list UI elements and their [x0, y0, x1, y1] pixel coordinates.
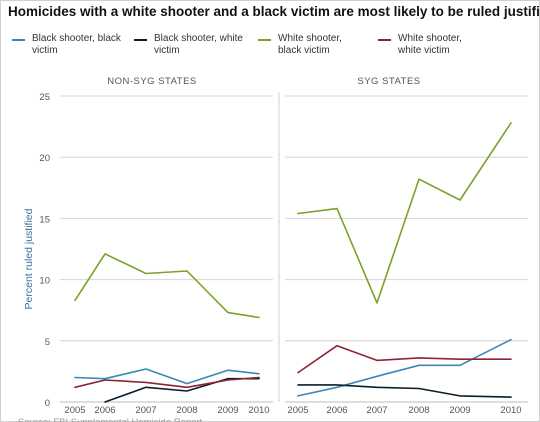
panel-title-syg-states: SYG STATES	[357, 76, 420, 87]
y-tick-label: 10	[39, 276, 50, 287]
series-line-black-shooter-white-victim-syg-states	[297, 384, 512, 398]
x-tick-label: 2009	[217, 405, 238, 416]
chart-title: Homicides with a white shooter and a bla…	[8, 4, 540, 19]
series-line-black-shooter-black-victim-non-syg-states	[74, 368, 260, 385]
x-tick-label: 2007	[366, 405, 387, 416]
source-note: Source: FBI Supplemental Homicide Report	[18, 417, 203, 422]
y-tick-label: 15	[39, 214, 50, 225]
legend-item-black-shooter-white-victim: Black shooter, white victim	[134, 33, 244, 57]
series-line-white-shooter-black-victim-syg-states	[297, 122, 512, 304]
series-line-black-shooter-black-victim-syg-states	[297, 338, 512, 397]
x-tick-label: 2008	[176, 405, 197, 416]
legend-item-white-shooter-black-victim: White shooter, black victim	[258, 33, 368, 57]
series-line-white-shooter-white-victim-non-syg-states	[74, 376, 260, 389]
x-tick-label: 2005	[64, 405, 85, 416]
x-tick-label: 2010	[248, 405, 269, 416]
legend-label: Black shooter, white victim	[154, 33, 243, 56]
legend-label: White shooter, black victim	[278, 33, 342, 56]
legend-swatch-white-shooter-white-victim	[378, 39, 391, 41]
series-line-white-shooter-white-victim-syg-states	[297, 344, 512, 374]
y-axis-label: Percent ruled justified	[23, 208, 35, 309]
y-tick-label: 20	[39, 153, 50, 164]
legend-item-black-shooter-black-victim: Black shooter, black victim	[12, 33, 122, 57]
y-tick-label: 0	[45, 398, 50, 409]
y-tick-label: 25	[39, 92, 50, 103]
legend-label: White shooter, white victim	[398, 33, 462, 56]
legend-item-white-shooter-white-victim: White shooter, white victim	[378, 33, 488, 57]
legend-label: Black shooter, black victim	[32, 33, 121, 56]
x-tick-label: 2005	[287, 405, 308, 416]
x-tick-label: 2009	[449, 405, 470, 416]
x-tick-label: 2007	[135, 405, 156, 416]
legend-swatch-white-shooter-black-victim	[258, 39, 271, 41]
series-line-white-shooter-black-victim-non-syg-states	[74, 253, 260, 319]
x-tick-label: 2008	[408, 405, 429, 416]
y-tick-label: 5	[45, 337, 50, 348]
legend-swatch-black-shooter-black-victim	[12, 39, 25, 41]
panel-title-non-syg-states: NON-SYG STATES	[107, 76, 197, 87]
x-tick-label: 2006	[326, 405, 347, 416]
x-tick-label: 2006	[94, 405, 115, 416]
x-tick-label: 2010	[500, 405, 521, 416]
legend-swatch-black-shooter-white-victim	[134, 39, 147, 41]
